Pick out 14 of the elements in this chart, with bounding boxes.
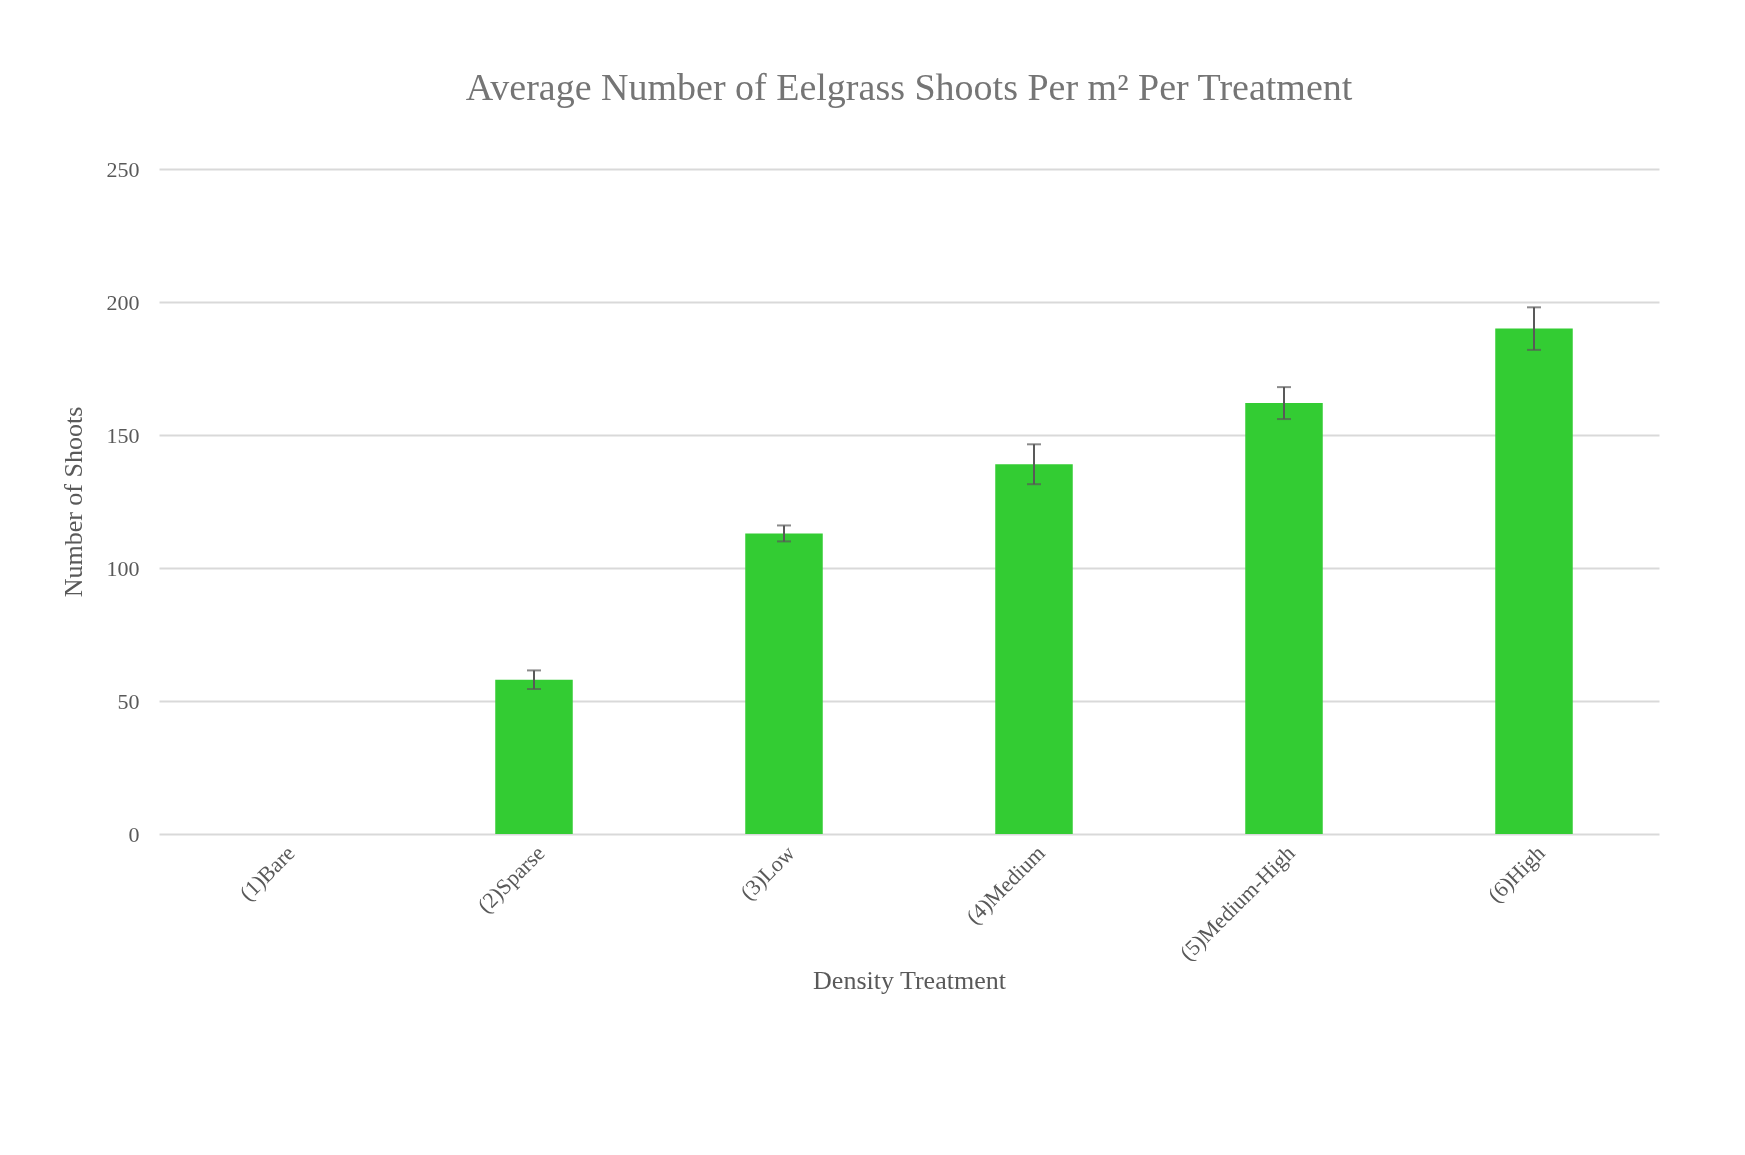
y-axis-title: Number of Shoots	[58, 406, 88, 598]
y-tick-label: 250	[106, 156, 140, 182]
bar	[1245, 403, 1323, 834]
x-axis-title: Density Treatment	[813, 966, 1007, 996]
y-tick-label: 150	[106, 422, 140, 448]
bar	[995, 464, 1073, 834]
chart-title: Average Number of Eelgrass Shoots Per m² Per Treatment	[465, 66, 1353, 108]
bar	[1495, 328, 1573, 834]
bar	[745, 533, 823, 834]
y-tick-label: 200	[106, 289, 140, 315]
y-tick-label: 50	[117, 688, 140, 714]
y-tick-label: 100	[106, 555, 140, 581]
y-tick-label: 0	[128, 821, 140, 847]
bar	[495, 679, 573, 834]
